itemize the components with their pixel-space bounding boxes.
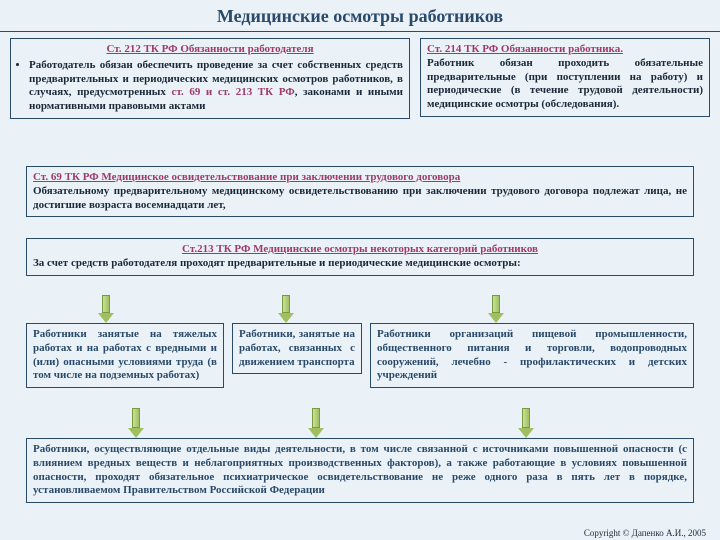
box-st69-heading: Ст. 69 ТК РФ Медицинское освидетельствов…: [33, 171, 687, 185]
arrow-to-cat2: [280, 295, 292, 323]
arrow-to-cat1: [100, 295, 112, 323]
arrow-to-cat3: [490, 295, 502, 323]
category-box-2: Работники, занятые на работах, связанных…: [232, 323, 362, 374]
box-st214: Ст. 214 ТК РФ Обязанности работника. Раб…: [420, 38, 710, 117]
bottom-box: Работники, осуществляющие отдельные виды…: [26, 438, 694, 503]
box-st212-body: Работодатель обязан обеспечить проведени…: [29, 59, 403, 114]
arrow-to-bottom-3: [520, 408, 532, 438]
copyright: Copyright © Дапенко А.И., 2005: [584, 528, 706, 538]
box-st212: Ст. 212 ТК РФ Обязанности работодателя Р…: [10, 38, 410, 119]
box-st214-heading: Ст. 214 ТК РФ Обязанности работника.: [427, 43, 703, 57]
arrow-to-bottom-1: [130, 408, 142, 438]
box-st69-body: Обязательному предварительному медицинск…: [33, 185, 687, 213]
box-st212-heading: Ст. 212 ТК РФ Обязанности работодателя: [17, 43, 403, 57]
arrow-to-bottom-2: [310, 408, 322, 438]
page-title: Медицинские осмотры работников: [0, 0, 720, 32]
box-st213-body: За счет средств работодателя проходят пр…: [33, 257, 687, 271]
box-st213-heading: Ст.213 ТК РФ Медицинские осмотры некотор…: [33, 243, 687, 257]
box-st212-ref: ст. 69 и ст. 213 ТК РФ: [172, 86, 295, 98]
category-box-3: Работники организаций пищевой промышленн…: [370, 323, 694, 388]
box-st69: Ст. 69 ТК РФ Медицинское освидетельствов…: [26, 166, 694, 217]
box-st213: Ст.213 ТК РФ Медицинские осмотры некотор…: [26, 238, 694, 276]
box-st214-body: Работник обязан проходить обязательные п…: [427, 57, 703, 112]
category-box-1: Работники занятые на тяжелых работах и н…: [26, 323, 224, 388]
